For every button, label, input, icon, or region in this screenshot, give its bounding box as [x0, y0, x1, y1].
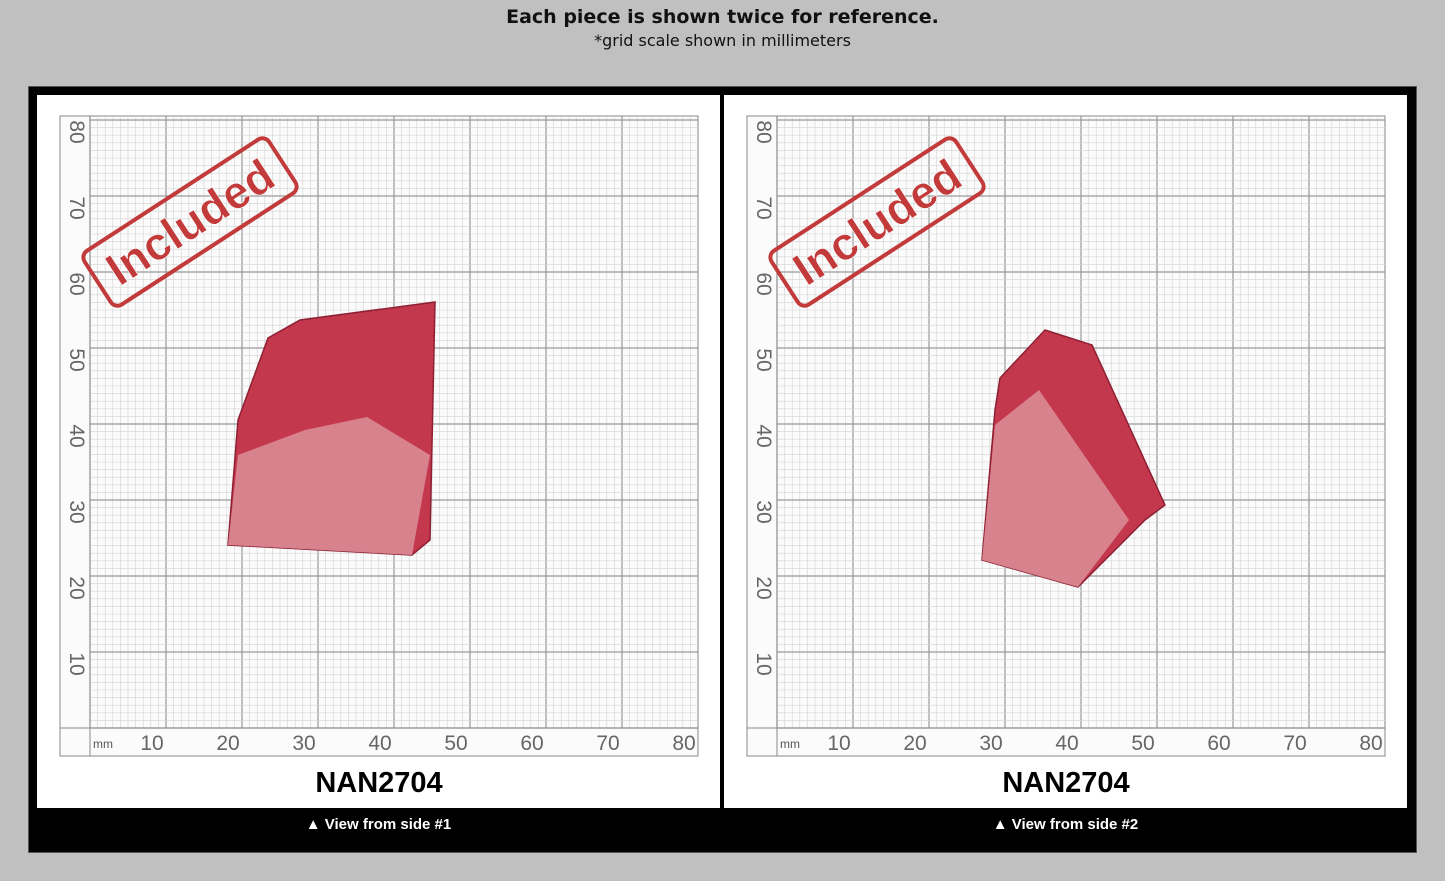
x-label: 70 — [596, 732, 619, 755]
x-label: 30 — [979, 732, 1002, 755]
x-label: 50 — [444, 732, 467, 755]
x-label: 70 — [1283, 732, 1306, 755]
y-label: 10 — [752, 652, 775, 675]
y-label: 10 — [65, 652, 88, 675]
y-label: 30 — [65, 500, 88, 523]
caption: ▲ View from side #2 — [992, 816, 1139, 833]
x-label: 20 — [216, 732, 239, 755]
y-label: 70 — [65, 196, 88, 219]
stone-face — [228, 417, 430, 555]
stamp-border — [81, 136, 299, 308]
grid-photo: mm 10 20 30 40 50 60 70 801020304050607080Includ… — [746, 115, 1386, 799]
y-label: 40 — [65, 424, 88, 447]
grid-photo: mm 10 20 30 40 50 60 70 801020304050607080Includ… — [59, 115, 699, 799]
item-code: NAN2704 — [315, 767, 442, 799]
y-label: 80 — [65, 120, 88, 143]
y-label: 50 — [65, 348, 88, 371]
y-label: 80 — [752, 120, 775, 143]
x-label: 60 — [1207, 732, 1230, 755]
unit-label: mm — [780, 737, 800, 751]
y-label: 50 — [752, 348, 775, 371]
y-label: 60 — [65, 272, 88, 295]
x-label: 30 — [292, 732, 315, 755]
x-label: 80 — [1359, 732, 1382, 755]
caption: ▲ View from side #1 — [305, 816, 452, 833]
y-label: 70 — [752, 196, 775, 219]
y-label: 30 — [752, 500, 775, 523]
x-label: 10 — [140, 732, 163, 755]
x-label: 40 — [1055, 732, 1078, 755]
item-code: NAN2704 — [1002, 767, 1129, 799]
subtitle: *grid scale shown in millimeters — [594, 31, 851, 50]
x-label: 10 — [827, 732, 850, 755]
y-label: 40 — [752, 424, 775, 447]
stone-face — [982, 390, 1129, 587]
x-label: 80 — [672, 732, 695, 755]
stamp-border — [768, 136, 986, 308]
x-label: 60 — [520, 732, 543, 755]
y-label: 20 — [65, 576, 88, 599]
x-label: 50 — [1131, 732, 1154, 755]
panel: mm 10 20 30 40 50 60 70 80 10 20 30 40 50 60 70 80 Includ… — [37, 95, 720, 808]
y-label: 20 — [752, 576, 775, 599]
title: Each piece is shown twice for reference. — [506, 6, 939, 28]
unit-label: mm — [93, 737, 113, 751]
x-label: 20 — [903, 732, 926, 755]
y-label: 60 — [752, 272, 775, 295]
x-label: 40 — [368, 732, 391, 755]
panel: mm 10 20 30 40 50 60 70 80 10 20 30 40 50 60 70 80 Includ… — [724, 95, 1407, 808]
